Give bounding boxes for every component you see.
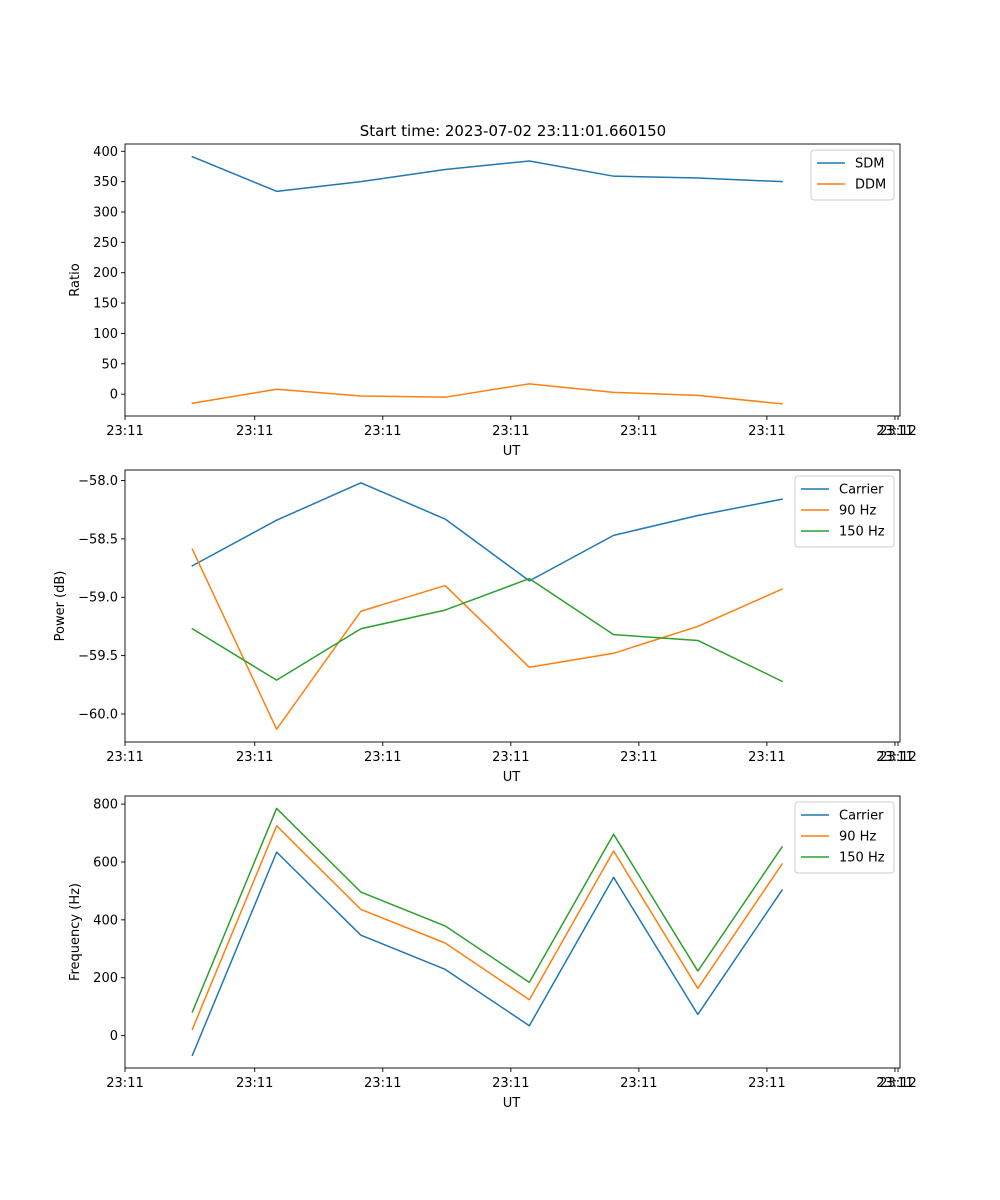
frequency-x-tick-label: 23:12	[879, 1076, 916, 1091]
frequency-y-tick-label: 200	[93, 971, 118, 986]
frequency-x-tick-label: 23:11	[876, 1076, 913, 1091]
frequency-y-tick-label: 0	[110, 1029, 118, 1044]
power-y-tick-label: −59.5	[78, 649, 118, 664]
power-y-axis-label: Power (dB)	[53, 571, 68, 642]
power-legend-label: 90 Hz	[839, 504, 876, 519]
frequency-legend-label: 90 Hz	[839, 830, 876, 845]
power-series-line-1	[191, 548, 784, 730]
frequency-x-tick-label: 23:11	[492, 1076, 529, 1091]
power-x-axis-label: UT	[503, 770, 521, 785]
ratio-x-tick-label: 23:11	[748, 424, 785, 439]
power-x-tick-label: 23:11	[364, 750, 401, 765]
ratio-axes-frame	[124, 143, 901, 417]
chart-panel-frequency: 23:11 23:11 23:11 23:11 23:11 23:11 23:1123:12…	[68, 795, 917, 1111]
power-x-tick-label: 23:11	[876, 750, 913, 765]
ratio-x-axis-label: UT	[503, 444, 521, 459]
ratio-x-tick-label: 23:11	[492, 424, 529, 439]
ratio-y-tick-label: 50	[101, 357, 118, 372]
ratio-x-tick-label: 23:11	[106, 424, 143, 439]
ratio-x-tick-label: 23:11	[236, 424, 273, 439]
ratio-y-tick-label: 200	[93, 266, 118, 281]
frequency-legend-label: Carrier	[839, 809, 884, 824]
frequency-x-tick-label: 23:11	[106, 1076, 143, 1091]
power-x-tick-label: 23:11	[236, 750, 273, 765]
frequency-legend-box	[794, 801, 895, 874]
ratio-y-tick-label: 300	[93, 206, 118, 221]
power-series-line-2	[191, 577, 784, 683]
frequency-x-tick-label: 23:11	[620, 1076, 657, 1091]
ratio-x-tick-label: 23:11	[364, 424, 401, 439]
power-y-tick-label: −58.5	[78, 532, 118, 547]
power-legend: Carrier 90 Hz 150 Hz	[794, 475, 895, 548]
ratio-series	[191, 155, 783, 405]
power-x-tick-label: 23:12	[879, 750, 916, 765]
ratio-y-tick-label: 100	[93, 327, 118, 342]
power-x-tick-label: 23:11	[106, 750, 143, 765]
ratio-y-tick-label: 350	[93, 175, 118, 190]
power-axes-frame	[124, 469, 901, 743]
power-y-tick-label: −60.0	[78, 707, 118, 722]
frequency-x-tick-label: 23:11	[236, 1076, 273, 1091]
frequency-y-tick-label: 800	[93, 798, 118, 813]
frequency-y-tick-label: 400	[93, 913, 118, 928]
ratio-y-axis-label: Ratio	[68, 263, 83, 296]
frequency-series-line-0	[191, 851, 784, 1057]
frequency-series-line-1	[191, 825, 784, 1031]
ratio-y-tick-label: 150	[93, 297, 118, 312]
frequency-series-line-2	[191, 807, 784, 1013]
frequency-series	[191, 807, 784, 1057]
power-legend-label: 150 Hz	[839, 525, 885, 540]
ratio-y-tick-label: 0	[110, 388, 118, 403]
power-x-tick-label: 23:11	[748, 750, 785, 765]
ratio-series-line-1	[191, 383, 783, 405]
power-series	[191, 482, 784, 730]
ratio-x-tick-label: 23:11	[620, 424, 657, 439]
charts: 23:11 23:11 23:11 23:11 23:11 23:11 23:1123:12…	[53, 143, 917, 1111]
power-series-line-0	[191, 482, 783, 582]
frequency-x-tick-label: 23:11	[748, 1076, 785, 1091]
frequency-legend-label: 150 Hz	[839, 851, 885, 866]
frequency-axes-frame	[124, 795, 901, 1069]
power-x-tick-label: 23:11	[492, 750, 529, 765]
ratio-legend: SDM DDM	[810, 149, 895, 201]
power-y-tick-label: −59.0	[78, 591, 118, 606]
frequency-x-axis-label: UT	[503, 1096, 521, 1111]
ratio-x-tick-label: 23:12	[879, 424, 916, 439]
ratio-legend-label: DDM	[855, 178, 886, 193]
chart-panel-power: 23:11 23:11 23:11 23:11 23:11 23:11 23:1123:12…	[53, 469, 917, 785]
frequency-y-axis-label: Frequency (Hz)	[68, 883, 83, 981]
ratio-y-tick-label: 250	[93, 236, 118, 251]
figure-title: Start time: 2023-07-02 23:11:01.660150	[360, 122, 666, 140]
power-x-tick-label: 23:11	[620, 750, 657, 765]
power-legend-label: Carrier	[839, 483, 884, 498]
ratio-series-line-0	[191, 155, 783, 193]
ratio-y-tick-label: 400	[93, 145, 118, 160]
chart-panel-ratio: 23:11 23:11 23:11 23:11 23:11 23:11 23:1123:12…	[68, 143, 917, 459]
power-y-tick-label: −58.0	[78, 474, 118, 489]
frequency-legend: Carrier 90 Hz 150 Hz	[794, 801, 895, 874]
frequency-x-tick-label: 23:11	[364, 1076, 401, 1091]
power-legend-box	[794, 475, 895, 548]
ratio-legend-label: SDM	[855, 157, 884, 172]
ratio-x-tick-label: 23:11	[876, 424, 913, 439]
frequency-y-tick-label: 600	[93, 855, 118, 870]
